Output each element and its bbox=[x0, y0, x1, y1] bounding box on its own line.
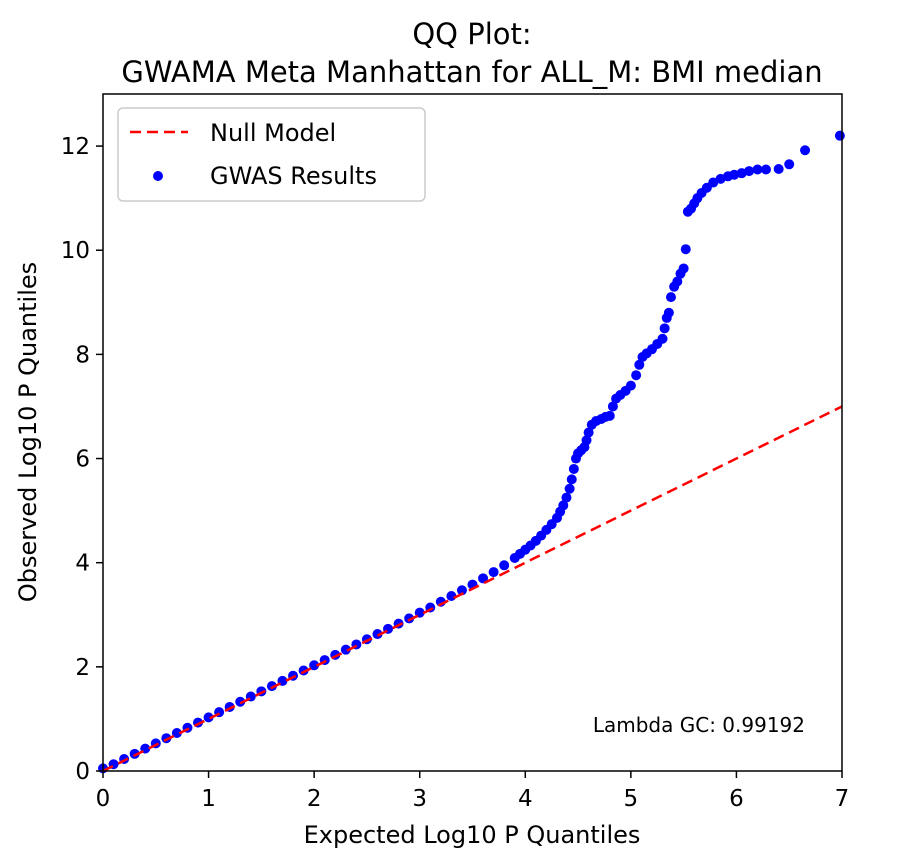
gwas-point bbox=[604, 410, 615, 421]
y-tick-label: 6 bbox=[75, 447, 90, 473]
gwas-point bbox=[708, 177, 719, 188]
x-tick-label: 4 bbox=[518, 786, 533, 812]
gwas-point bbox=[607, 401, 618, 412]
gwas-point bbox=[404, 613, 415, 624]
gwas-point bbox=[372, 629, 383, 640]
gwas-point bbox=[663, 307, 674, 318]
gwas-point bbox=[752, 164, 763, 175]
x-tick-label: 3 bbox=[412, 786, 427, 812]
gwas-point bbox=[625, 380, 636, 391]
gwas-point bbox=[659, 323, 670, 334]
gwas-point bbox=[456, 585, 467, 596]
chart-title: QQ Plot: bbox=[412, 17, 531, 51]
gwas-point bbox=[235, 696, 246, 707]
gwas-point bbox=[583, 427, 594, 438]
x-tick-label: 1 bbox=[201, 786, 216, 812]
legend-box bbox=[117, 107, 426, 202]
gwas-point bbox=[672, 276, 683, 287]
x-tick-label: 6 bbox=[729, 786, 744, 812]
gwas-point bbox=[773, 163, 784, 174]
y-tick-label: 10 bbox=[61, 238, 90, 264]
gwas-point bbox=[634, 359, 645, 370]
y-tick-label: 2 bbox=[75, 655, 90, 681]
gwas-point bbox=[309, 660, 320, 671]
gwas-point bbox=[631, 370, 642, 381]
gwas-point bbox=[266, 681, 277, 692]
gwas-point bbox=[834, 130, 845, 141]
gwas-point bbox=[678, 263, 689, 274]
y-tick-label: 4 bbox=[75, 551, 90, 577]
gwas-point bbox=[488, 567, 499, 578]
y-tick-label: 0 bbox=[75, 759, 90, 785]
scatter-points bbox=[98, 130, 845, 774]
y-axis: 0 2 4 6 8 10 12 bbox=[61, 134, 103, 785]
gwas-point bbox=[564, 483, 575, 494]
null-model-line bbox=[102, 405, 843, 773]
gwas-point bbox=[657, 333, 668, 344]
legend-gwas-swatch bbox=[153, 171, 163, 181]
y-axis-label: Observed Log10 P Quantiles bbox=[14, 262, 42, 602]
gwas-point bbox=[203, 712, 214, 723]
gwas-point bbox=[340, 644, 351, 655]
gwas-point bbox=[680, 244, 691, 255]
gwas-point bbox=[760, 164, 771, 175]
gwas-point bbox=[561, 492, 572, 503]
gwas-point bbox=[129, 748, 140, 759]
lambda-gc-annotation: Lambda GC: 0.99192 bbox=[593, 713, 805, 737]
gwas-point bbox=[161, 733, 172, 744]
gwas-point bbox=[478, 573, 489, 584]
x-tick-label: 0 bbox=[96, 786, 111, 812]
gwas-point bbox=[446, 591, 457, 602]
gwas-point bbox=[581, 435, 592, 446]
x-axis: 0 1 2 3 4 5 6 7 bbox=[96, 771, 850, 812]
gwas-point bbox=[566, 474, 577, 485]
gwas-point bbox=[784, 159, 795, 170]
gwas-point bbox=[665, 292, 676, 303]
gwas-point bbox=[568, 463, 579, 474]
gwas-point bbox=[499, 560, 510, 571]
plot-frame bbox=[102, 93, 843, 772]
gwas-point bbox=[744, 166, 755, 177]
legend-gwas-label: GWAS Results bbox=[210, 162, 377, 190]
gwas-point bbox=[800, 145, 811, 156]
legend: Null Model GWAS Results bbox=[117, 107, 426, 202]
gwas-point bbox=[171, 727, 182, 738]
y-tick-label: 12 bbox=[61, 134, 90, 160]
x-tick-label: 7 bbox=[835, 786, 850, 812]
legend-null-model-label: Null Model bbox=[210, 119, 336, 147]
gwas-point bbox=[558, 500, 569, 511]
y-tick-label: 8 bbox=[75, 342, 90, 368]
x-tick-label: 5 bbox=[624, 786, 639, 812]
x-axis-label: Expected Log10 P Quantiles bbox=[304, 821, 641, 849]
chart-subtitle: GWAMA Meta Manhattan for ALL_M: BMI medi… bbox=[121, 55, 822, 89]
x-tick-label: 2 bbox=[307, 786, 322, 812]
